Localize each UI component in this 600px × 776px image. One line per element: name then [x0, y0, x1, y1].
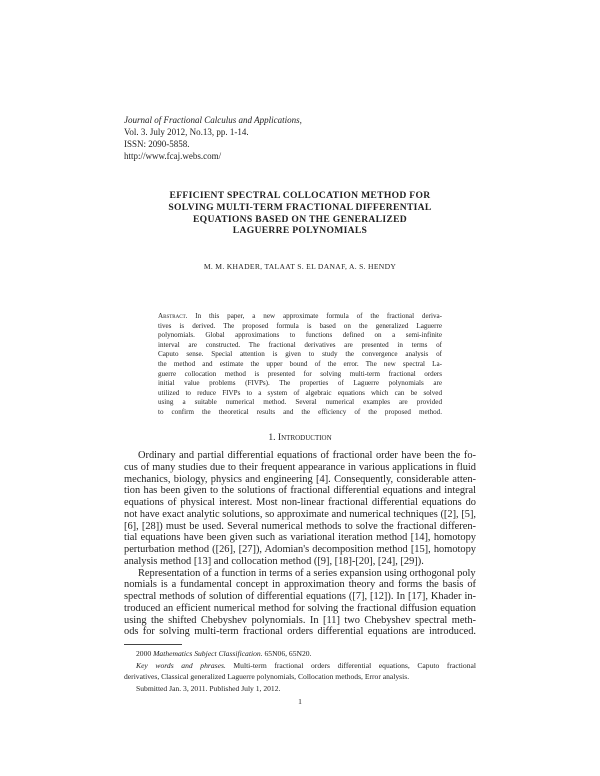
abstract-line: Caputo sense. Special attention is given…: [158, 350, 442, 359]
abstract-line: initial value problems (FIVPs). The prop…: [158, 379, 442, 388]
body-line: using the shifted Chebyshev polynomials.…: [124, 614, 476, 626]
body-line: Ordinary and partial differential equati…: [138, 450, 476, 461]
journal-header: Journal of Fractional Calculus and Appli…: [124, 114, 302, 162]
abstract-line: Abstract. In this paper, a new approxima…: [158, 312, 442, 320]
section-number: 1.: [268, 432, 276, 443]
keywords-footnote: Key words and phrases. Multi-term fracti…: [136, 660, 476, 670]
section-title: Introduction: [277, 432, 332, 443]
body-line: spectral methods of solution of differen…: [124, 591, 476, 602]
body-line: cus of many studies due to their frequen…: [124, 461, 476, 473]
abstract-line: using a suitable numerical method. Sever…: [158, 398, 442, 407]
body-line: analysis method [13] and collocation met…: [124, 555, 424, 567]
abstract-line: interval are constructed. The fractional…: [158, 340, 442, 349]
abstract: Abstract. In this paper, a new approxima…: [158, 312, 442, 418]
journal-url[interactable]: http://www.fcaj.webs.com/: [124, 151, 222, 161]
footnote-rule: [124, 644, 182, 645]
abstract-line: guerre collocation method is presented f…: [158, 369, 442, 378]
footnotes: 2000 Mathematics Subject Classification.…: [124, 648, 476, 694]
body-line: troduced an efficient numerical method f…: [124, 602, 476, 614]
title-line: SOLVING MULTI-TERM FRACTIONAL DIFFERENTI…: [168, 201, 432, 213]
keywords-footnote-cont: derivatives, Classical generalized Lague…: [124, 672, 410, 681]
abstract-line: polynomials. Global approximations to fu…: [158, 331, 442, 340]
body-line: perturbation method ([26], [27]), Adomia…: [124, 544, 476, 555]
page-number: 1: [298, 697, 302, 706]
abstract-label: Abstract.: [158, 312, 188, 320]
body-line: mechanics, biology, physics and engineer…: [124, 473, 476, 485]
body-line: not have exact analytic solutions, so ap…: [124, 508, 476, 520]
journal-volume: Vol. 3. July 2012, No.13, pp. 1-14.: [124, 127, 249, 137]
authors: M. M. KHADER, TALAAT S. EL DANAF, A. S. …: [203, 262, 397, 271]
abstract-line: utilized to reduce FIVPs to a system of …: [158, 388, 442, 397]
abstract-line: to confirm the theoretical results and t…: [158, 407, 442, 416]
msc-footnote: 2000 Mathematics Subject Classification.…: [136, 649, 312, 658]
abstract-line: tives is derived. The proposed formula i…: [158, 321, 442, 330]
paper-title: EFFICIENT SPECTRAL COLLOCATION METHOD FO…: [120, 190, 480, 237]
body-line: equations of physical interest. Most non…: [124, 497, 476, 508]
body-line: Representation of a function in terms of…: [138, 567, 476, 579]
section-heading: 1. Introduction: [124, 432, 476, 443]
journal-issn: ISSN: 2090-5858.: [124, 139, 190, 149]
title-line: EQUATIONS BASED ON THE GENERALIZED: [192, 213, 408, 225]
body-line: ods for solving multi-term fractional or…: [124, 626, 476, 638]
journal-name: Journal of Fractional Calculus and Appli…: [124, 115, 302, 125]
abstract-line: the method and estimate the upper bound …: [158, 359, 442, 368]
body-line: [6], [28]) must be used. Several numeric…: [124, 520, 476, 532]
body-line: tion has been given to the solutions of …: [124, 485, 476, 497]
body-line: nomials is a fundamental concept in appr…: [124, 579, 476, 591]
body-line: tial equations have been given such as v…: [124, 532, 476, 544]
body-text: Ordinary and partial differential equati…: [124, 450, 476, 638]
title-line: EFFICIENT SPECTRAL COLLOCATION METHOD FO…: [169, 190, 431, 201]
submission-dates: Submitted Jan. 3, 2011. Published July 1…: [136, 683, 281, 693]
title-line: LAGUERRE POLYNOMIALS: [232, 225, 368, 237]
